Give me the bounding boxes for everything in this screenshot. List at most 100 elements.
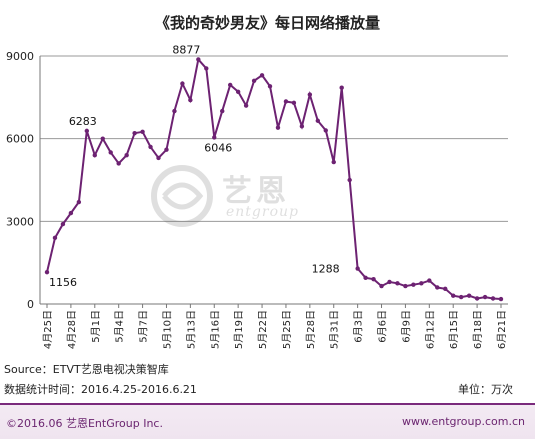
data-label: 6283 [69, 115, 97, 128]
x-tick-label: 5月28日 [305, 310, 317, 349]
series-line [46, 57, 502, 300]
x-tick-label: 5月25日 [281, 310, 293, 349]
data-point [164, 147, 169, 152]
data-point [156, 155, 161, 161]
x-tick-label: 6月21日 [496, 310, 508, 349]
data-point [76, 199, 82, 205]
data-point [108, 150, 113, 155]
data-point [140, 129, 145, 134]
data-point [395, 281, 400, 286]
x-tick-label: 5月1日 [90, 310, 102, 343]
data-point [243, 103, 249, 108]
data-point [148, 144, 153, 150]
data-point [180, 81, 185, 86]
website-link[interactable]: www.entgroup.com.cn [402, 415, 525, 428]
data-point [451, 293, 456, 298]
data-point [188, 97, 193, 103]
data-point [100, 136, 105, 141]
x-tick-label: 6月3日 [353, 310, 365, 343]
data-point [204, 66, 209, 71]
x-tick-label: 6月12日 [424, 310, 436, 349]
data-point [275, 125, 281, 130]
watermark-text: 艺恩 [222, 174, 290, 209]
data-point [44, 269, 50, 275]
data-point [227, 82, 233, 88]
data-point [355, 266, 360, 271]
x-tick-label: 5月31日 [329, 310, 341, 349]
data-point [474, 296, 480, 301]
data-point [387, 279, 392, 285]
data-point [251, 78, 257, 84]
x-tick-label: 5月7日 [138, 310, 150, 343]
data-point [267, 84, 273, 89]
data-label: 8877 [172, 43, 200, 56]
x-tick-label: 5月4日 [114, 310, 126, 343]
line-chart: 0 3000 6000 9000 4月25日 4月28日 5月1日 5月4日 5月7日 5月10日… [6, 43, 508, 349]
data-label: 1156 [49, 276, 77, 289]
y-tick-label: 3000 [6, 215, 34, 228]
copyright-text: ©2016.06 艺恩EntGroup Inc. [6, 417, 163, 430]
data-point [427, 278, 432, 283]
data-point [347, 177, 352, 183]
data-point [124, 153, 129, 158]
data-point [490, 296, 496, 301]
x-tick-label: 6月9日 [400, 310, 412, 343]
x-tick-label: 4月25日 [42, 310, 54, 349]
data-label: 1288 [312, 263, 340, 276]
x-tick-label: 5月22日 [257, 310, 269, 349]
data-point [220, 108, 225, 114]
data-point [315, 118, 321, 123]
x-tick-label: 5月16日 [209, 310, 221, 349]
data-point [84, 128, 90, 134]
data-point [419, 281, 424, 286]
data-point [132, 130, 137, 136]
data-point [443, 286, 448, 292]
data-point [482, 294, 488, 300]
data-point [307, 92, 313, 97]
x-tick-label: 6月6日 [377, 310, 389, 343]
watermark-swirl-icon [151, 165, 213, 227]
data-point [283, 99, 289, 104]
data-point [331, 159, 336, 165]
x-tick-label: 5月13日 [185, 310, 197, 349]
data-point [299, 124, 305, 129]
data-point [411, 282, 416, 287]
data-point [371, 277, 376, 282]
data-point [379, 283, 384, 289]
x-tick-label: 5月10日 [161, 310, 173, 349]
x-tick-label: 5月19日 [233, 310, 245, 349]
data-point [458, 294, 464, 300]
data-point [52, 235, 58, 241]
data-point [291, 100, 297, 106]
data-point [323, 128, 328, 133]
data-point [68, 210, 74, 216]
data-point [339, 85, 344, 90]
watermark-subtext: entgroup [226, 204, 299, 220]
footer-bar: ©2016.06 艺恩EntGroup Inc. www.entgroup.co… [0, 403, 535, 439]
period-text: 数据统计时间：2016.4.25-2016.6.21 [4, 383, 197, 396]
data-point [363, 275, 368, 281]
data-point [92, 153, 97, 158]
data-point [235, 89, 241, 95]
y-tick-label: 6000 [6, 133, 34, 146]
data-point [435, 285, 440, 290]
y-tick-label: 0 [27, 298, 34, 311]
data-point [466, 293, 472, 298]
data-point [403, 283, 408, 289]
data-point [196, 57, 201, 62]
data-point [172, 108, 177, 114]
y-tick-label: 9000 [6, 50, 34, 63]
watermark-logo: 艺恩 entgroup [150, 162, 350, 232]
data-point [498, 296, 504, 302]
data-point [259, 73, 265, 78]
data-point [60, 221, 66, 227]
x-tick-label: 6月15日 [448, 310, 460, 349]
unit-text: 单位：万次 [458, 383, 513, 396]
chart-title: 《我的奇妙男友》每日网络播放量 [154, 14, 380, 32]
x-tick-label: 6月18日 [472, 310, 484, 349]
data-point [116, 161, 121, 166]
x-tick-label: 4月28日 [66, 310, 78, 349]
data-point [212, 135, 217, 140]
source-text: Source：ETVT艺恩电视决策智库 [4, 363, 169, 376]
